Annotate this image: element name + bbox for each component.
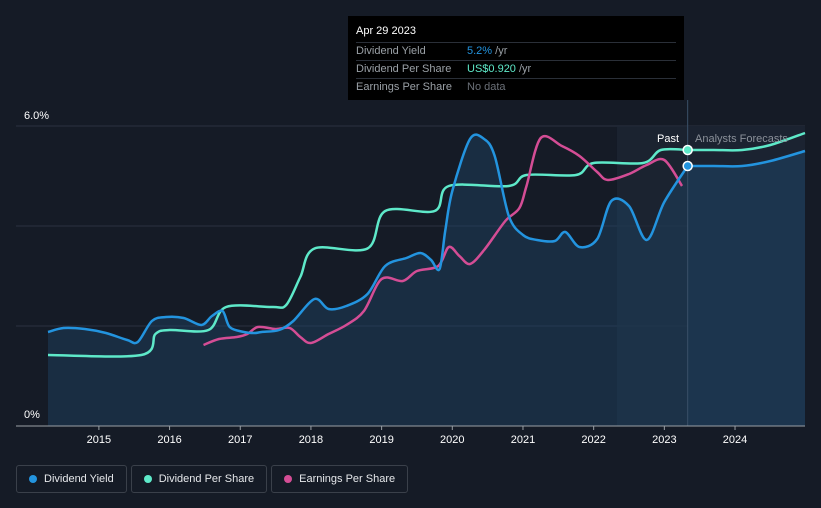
dividend-per-share-marker [682, 144, 693, 156]
tooltip-row-dividend-yield: Dividend Yield 5.2% /yr [356, 43, 676, 61]
tooltip-value: US$0.920 /yr [467, 61, 531, 78]
tooltip-row-dividend-per-share: Dividend Per Share US$0.920 /yr [356, 61, 676, 79]
legend: Dividend Yield Dividend Per Share Earnin… [16, 465, 412, 493]
tooltip-label: Dividend Per Share [356, 63, 452, 75]
x-axis-ticks: 2015 2016 2017 2018 2019 2020 2021 2022 2023 2024 [87, 426, 747, 446]
tooltip-row-earnings-per-share: Earnings Per Share No data [356, 79, 676, 96]
dividend-yield-marker [682, 160, 693, 172]
tooltip-value: No data [467, 81, 506, 93]
dividend-yield-dot-icon [29, 475, 37, 483]
dividend-per-share-forecast-line [687, 131, 806, 152]
dividend-yield-forecast-area [687, 151, 805, 426]
legend-dividend-yield[interactable]: Dividend Yield [16, 465, 127, 493]
y-tick-label-top: 6.0% [24, 110, 49, 122]
x-tick-label: 2024 [723, 434, 747, 446]
legend-label: Earnings Per Share [299, 473, 396, 485]
unit: /yr [515, 63, 532, 75]
unit: /yr [492, 45, 508, 57]
dividend-yield-value: 5.2% [467, 45, 493, 57]
tooltip-label: Dividend Yield [356, 45, 426, 57]
past-label: Past [657, 133, 679, 145]
x-tick-label: 2020 [440, 434, 464, 446]
legend-dividend-per-share[interactable]: Dividend Per Share [130, 465, 268, 493]
legend-earnings-per-share[interactable]: Earnings Per Share [271, 465, 409, 493]
tooltip-value: 5.2% /yr [467, 43, 507, 60]
dividend-yield-area [48, 134, 688, 426]
x-tick-label: 2019 [369, 434, 393, 446]
dividend-yield-line [47, 133, 689, 345]
legend-label: Dividend Per Share [158, 473, 255, 485]
x-tick-label: 2021 [511, 434, 535, 446]
dividend-per-share-value: US$0.920 [467, 63, 516, 75]
dividend-per-share-line [47, 147, 688, 358]
x-tick-label: 2016 [157, 434, 181, 446]
x-tick-label: 2017 [228, 434, 252, 446]
legend-label: Dividend Yield [44, 473, 114, 485]
x-tick-label: 2022 [581, 434, 605, 446]
analysts-forecasts-label: Analysts Forecasts [695, 133, 788, 145]
tooltip-label: Earnings Per Share [356, 81, 452, 93]
hover-tooltip: Apr 29 2023 Dividend Yield 5.2% /yr Divi… [348, 16, 684, 100]
x-tick-label: 2018 [299, 434, 323, 446]
tooltip-date: Apr 29 2023 [356, 22, 676, 43]
y-tick-label-bottom: 0% [24, 409, 40, 421]
earnings-per-share-dot-icon [284, 475, 293, 483]
earnings-per-share-line [203, 134, 684, 347]
dividend-yield-forecast-line [687, 149, 806, 168]
x-tick-label: 2023 [652, 434, 676, 446]
x-tick-label: 2015 [87, 434, 111, 446]
dividend-per-share-dot-icon [143, 475, 152, 483]
